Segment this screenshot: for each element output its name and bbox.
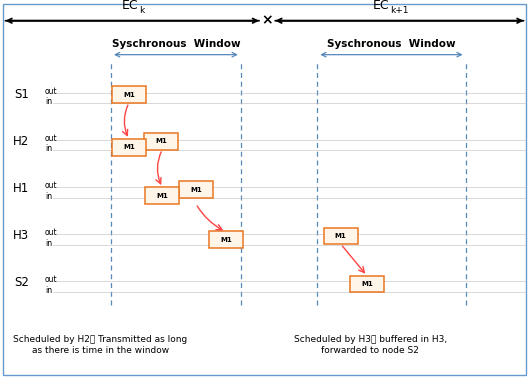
Text: ×: ×	[261, 14, 273, 28]
Text: S2: S2	[14, 276, 29, 289]
Text: in: in	[45, 192, 52, 201]
FancyBboxPatch shape	[144, 133, 178, 150]
Text: M1: M1	[123, 92, 135, 98]
Text: out: out	[45, 181, 58, 190]
Text: k: k	[139, 6, 144, 15]
FancyBboxPatch shape	[324, 228, 358, 244]
FancyBboxPatch shape	[145, 187, 179, 204]
Text: in: in	[45, 239, 52, 248]
Text: out: out	[45, 134, 58, 143]
Text: out: out	[45, 228, 58, 237]
Text: Syschronous  Window: Syschronous Window	[112, 38, 240, 49]
Text: in: in	[45, 286, 52, 295]
FancyBboxPatch shape	[112, 139, 146, 156]
Text: Scheduled by H2， Transmitted as long
as there is time in the window: Scheduled by H2， Transmitted as long as …	[13, 335, 188, 355]
Text: M1: M1	[335, 233, 346, 239]
Text: Scheduled by H3， buffered in H3,
forwarded to node S2: Scheduled by H3， buffered in H3, forward…	[294, 335, 447, 355]
Text: H3: H3	[13, 229, 29, 242]
Text: out: out	[45, 275, 58, 284]
Text: Syschronous  Window: Syschronous Window	[327, 38, 456, 49]
Text: M1: M1	[190, 187, 202, 193]
FancyBboxPatch shape	[179, 181, 213, 198]
Text: M1: M1	[220, 237, 232, 243]
FancyBboxPatch shape	[209, 231, 243, 248]
Text: M1: M1	[123, 144, 135, 150]
Text: S1: S1	[14, 88, 29, 101]
Text: k+1: k+1	[390, 6, 409, 15]
FancyBboxPatch shape	[350, 276, 384, 292]
Text: M1: M1	[361, 281, 373, 287]
Text: in: in	[45, 144, 52, 153]
Text: EC: EC	[372, 0, 389, 12]
Text: M1: M1	[155, 138, 167, 144]
Text: H2: H2	[13, 135, 29, 148]
Text: EC: EC	[121, 0, 138, 12]
Text: out: out	[45, 87, 58, 96]
FancyBboxPatch shape	[112, 86, 146, 103]
Text: M1: M1	[157, 193, 168, 199]
Text: H1: H1	[13, 182, 29, 195]
Text: in: in	[45, 97, 52, 106]
